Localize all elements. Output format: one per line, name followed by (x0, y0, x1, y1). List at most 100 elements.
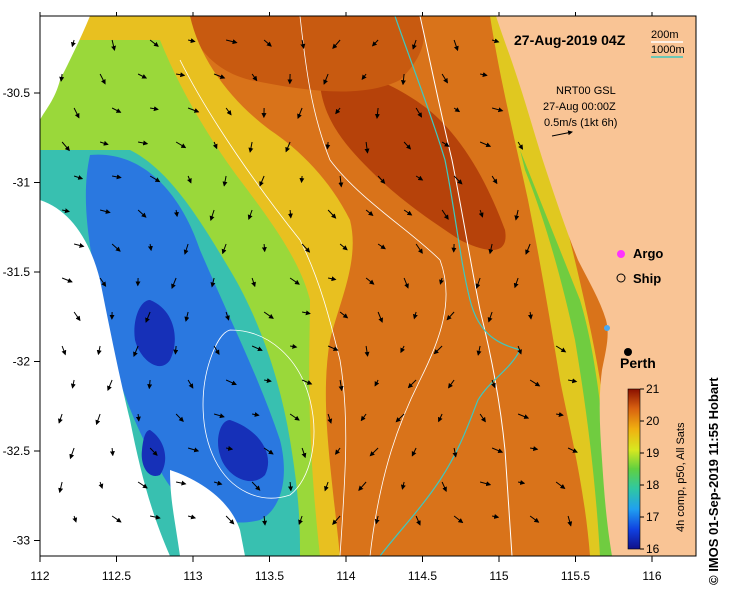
product-name: NRT00 GSL (556, 85, 616, 97)
current-vector (298, 515, 303, 525)
current-vector (133, 345, 139, 358)
current-vector (369, 447, 379, 457)
current-vector (259, 175, 265, 187)
current-vector (111, 515, 122, 523)
current-vector (137, 481, 148, 489)
current-vector (73, 311, 81, 322)
ship-marker-icon (616, 273, 626, 283)
current-vector (264, 378, 272, 383)
vector-scale-arrow (551, 130, 573, 137)
x-tick-label: 114.5 (408, 569, 437, 583)
current-vector (338, 379, 344, 392)
y-tick-label: -32.5 (3, 444, 31, 458)
current-vector (187, 447, 200, 453)
contour-label-1000m: 1000m (651, 44, 685, 56)
current-vector (529, 379, 541, 387)
current-vector (138, 140, 149, 146)
current-vector (327, 209, 337, 219)
current-vector (69, 447, 75, 460)
current-vector (412, 311, 418, 320)
current-vector (453, 175, 463, 185)
current-vector (377, 311, 383, 323)
current-vectors (58, 38, 578, 527)
current-vector (415, 107, 423, 118)
current-vector (99, 209, 111, 214)
current-vector (72, 515, 78, 523)
current-vector (415, 175, 424, 181)
current-vector (491, 514, 500, 519)
current-vector (415, 243, 423, 254)
current-vector (187, 379, 194, 389)
current-vector (365, 277, 375, 285)
colorbar-tick-label: 17 (646, 510, 660, 524)
current-vector (374, 515, 380, 525)
current-vector (263, 311, 274, 319)
current-vector (300, 39, 306, 49)
current-vector (289, 413, 300, 421)
current-vector (135, 413, 141, 422)
current-vector (555, 481, 566, 490)
isobath-200m (419, 16, 513, 556)
current-vector (371, 39, 379, 47)
current-vector (448, 379, 455, 389)
current-vector (325, 141, 331, 150)
colorbar-caption: 4h comp, p50, All Sats (675, 422, 687, 532)
current-vector (453, 39, 459, 52)
current-vector (95, 413, 101, 426)
city-label-perth: Perth (620, 355, 656, 371)
current-vector (327, 413, 333, 424)
current-vector (61, 277, 73, 283)
current-vector (111, 107, 122, 113)
current-vector (187, 107, 200, 113)
colorbar-tick-label: 18 (646, 478, 660, 492)
y-axis: -30.5 -31 -31.5 -32 -32.5 -33 (3, 86, 40, 548)
current-vector (453, 107, 461, 113)
current-vector (403, 277, 409, 289)
product-time: 27-Aug 00:00Z (543, 101, 616, 113)
x-tick-label: 115.5 (561, 569, 590, 583)
current-vector (251, 345, 263, 352)
current-vector (147, 243, 153, 252)
current-vector (61, 141, 70, 152)
current-vector (173, 209, 179, 218)
perth-marker-icon (624, 348, 632, 356)
colorbar-ticks: 21 20 19 18 17 16 (640, 382, 660, 556)
current-vector (568, 378, 578, 384)
current-vector (61, 345, 67, 356)
current-vector (98, 481, 104, 489)
current-vector (301, 447, 307, 459)
y-tick-label: -30.5 (3, 86, 31, 100)
current-vector (184, 311, 190, 322)
current-vector (324, 481, 329, 492)
colorbar-tick-label: 20 (646, 414, 660, 428)
current-vector (407, 379, 417, 389)
sst-band-deep-blue (134, 300, 269, 482)
colorbar-tick-label: 21 (646, 382, 660, 396)
isobath-deep-2 (179, 59, 347, 556)
current-vector (323, 73, 329, 85)
x-tick-label: 114 (336, 569, 355, 583)
current-vector (288, 481, 294, 492)
contour-label-200m: 200m (651, 29, 679, 41)
current-vector (187, 514, 197, 520)
current-vector (487, 311, 493, 323)
current-vector (225, 39, 238, 45)
current-vector (210, 277, 216, 288)
argo-marker-icon (617, 250, 625, 258)
current-vector (224, 311, 230, 321)
current-vector (364, 345, 370, 357)
map-title: 27-Aug-2019 04Z (514, 32, 626, 48)
cloud-northwest (40, 16, 90, 120)
current-vector (99, 140, 109, 146)
shelf-yellow (490, 16, 615, 556)
current-vector (441, 73, 448, 84)
current-vector (335, 107, 341, 115)
current-vector (403, 209, 413, 216)
current-vector (479, 413, 486, 423)
current-vector (555, 345, 567, 353)
x-tick-label: 113 (183, 569, 202, 583)
current-vector (332, 515, 341, 525)
credit-line: © IMOS 01-Sep-2019 11:55 Hobart (706, 377, 721, 585)
current-vector (365, 209, 374, 217)
colorbar-tick-label: 19 (646, 446, 660, 460)
